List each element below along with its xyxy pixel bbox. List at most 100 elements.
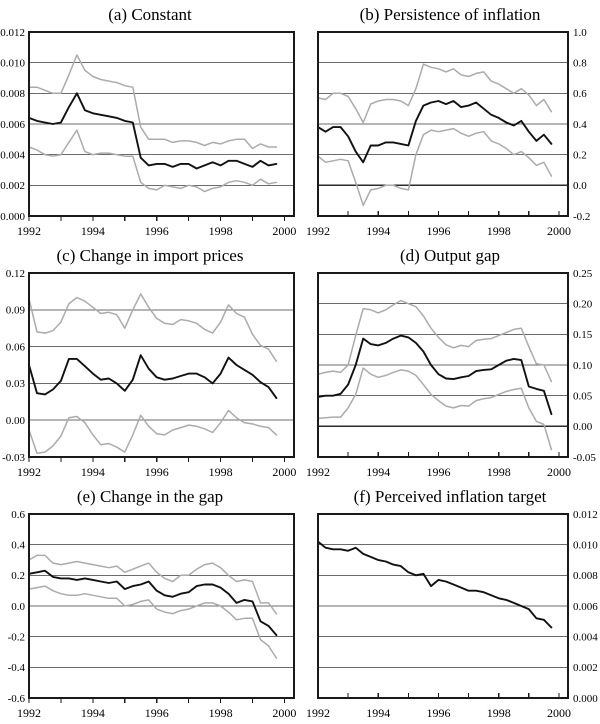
x-tick-label: 1992 — [17, 465, 41, 479]
panel-a: (a) Constant 0.000 0.002 0.004 0.006 0.008 0.… — [0, 3, 300, 241]
panel-f: (f) Perceived inflation target 0.000 0.00… — [300, 485, 600, 723]
x-tick-label: 1998 — [487, 706, 511, 720]
y-tick-label: 0.10 — [573, 360, 593, 372]
chart-canvas: -0.05 0.00 0.05 0.10 0.15 0.20 0.25 1992 1994 199… — [306, 268, 596, 479]
y-tick-label: 0.000 — [0, 211, 25, 223]
y-tick-label: 0.12 — [6, 268, 25, 280]
y-tick-label: 0.006 — [0, 119, 25, 131]
series-band — [28, 54, 278, 150]
panel-b-plot: -0.2 0.0 0.2 0.4 0.6 0.8 1.0 1992 1994 1996 1998 20… — [300, 27, 600, 241]
x-tick-label: 1992 — [306, 224, 330, 238]
series-band — [317, 127, 553, 207]
x-tick-label: 1996 — [145, 706, 169, 720]
y-tick-label: 0.008 — [573, 570, 598, 582]
y-tick-label: 0.25 — [573, 268, 593, 280]
panel-f-plot: 0.000 0.002 0.004 0.006 0.008 0.010 0.012 1992 1… — [300, 509, 600, 723]
y-tick-label: 0.2 — [11, 570, 25, 582]
series-band — [28, 293, 278, 363]
y-tick-label: 0.010 — [573, 540, 598, 552]
x-tick-label: 2000 — [272, 706, 296, 720]
chart-canvas: -0.6 -0.4 -0.2 0.0 0.2 0.4 0.6 1992 1994 1996 1998… — [8, 509, 297, 720]
y-tick-label: 0.002 — [573, 662, 598, 674]
panel-b-title: (b) Persistence of inflation — [359, 5, 541, 24]
panel-b: (b) Persistence of inflation -0.2 0.0 0.2 0… — [300, 3, 600, 241]
x-tick-label: 2000 — [272, 224, 296, 238]
x-tick-label: 1996 — [427, 706, 451, 720]
x-tick-label: 1998 — [487, 465, 511, 479]
series-band — [28, 409, 278, 455]
series-band — [317, 367, 553, 451]
x-tick-label: 1994 — [81, 224, 105, 238]
panel-e-plot: -0.6 -0.4 -0.2 0.0 0.2 0.4 0.6 1992 1994 1996 1998… — [0, 509, 300, 723]
y-tick-label: 0.004 — [573, 632, 598, 644]
series-band — [317, 63, 553, 124]
y-tick-label: 0.008 — [0, 88, 25, 100]
y-tick-label: 0.2 — [573, 150, 587, 162]
x-tick-label: 1992 — [306, 706, 330, 720]
x-tick-label: 1992 — [17, 706, 41, 720]
x-tick-label: 1996 — [427, 224, 451, 238]
panel-d-plot: -0.05 0.00 0.05 0.10 0.15 0.20 0.25 1992 1994 199… — [300, 268, 600, 482]
panel-c: (c) Change in import prices -0.03 0.00 0.0… — [0, 244, 300, 482]
y-tick-label: 0.4 — [11, 540, 25, 552]
x-tick-label: 1998 — [209, 224, 233, 238]
x-tick-label: 2000 — [547, 706, 571, 720]
panel-d-title: (d) Output gap — [399, 246, 501, 265]
y-tick-label: 0.002 — [0, 180, 25, 192]
chart-canvas: -0.2 0.0 0.2 0.4 0.6 0.8 1.0 1992 1994 1996 1998 20… — [306, 27, 590, 238]
x-tick-label: 1998 — [487, 224, 511, 238]
y-tick-label: 0.09 — [6, 305, 26, 317]
panel-f-title: (f) Perceived inflation target — [353, 487, 547, 506]
y-tick-label: 0.0 — [573, 180, 587, 192]
x-tick-label: 1996 — [145, 224, 169, 238]
y-tick-label: 0.012 — [0, 27, 25, 39]
y-tick-label: -0.05 — [573, 452, 596, 464]
series-estimate — [317, 540, 553, 629]
x-tick-label: 1998 — [209, 465, 233, 479]
series-estimate — [28, 569, 278, 637]
y-tick-label: 0.6 — [11, 509, 25, 521]
plot-border — [28, 513, 295, 699]
x-tick-label: 2000 — [547, 465, 571, 479]
y-tick-label: 0.000 — [573, 693, 598, 705]
x-tick-label: 1992 — [306, 465, 330, 479]
plot-border — [317, 31, 569, 217]
y-tick-label: 0.00 — [6, 415, 26, 427]
series-estimate — [317, 100, 553, 164]
x-tick-label: 1994 — [366, 224, 390, 238]
x-tick-label: 1994 — [81, 465, 105, 479]
y-tick-label: 0.0 — [11, 601, 25, 613]
y-tick-label: 0.20 — [573, 299, 593, 311]
panel-a-title: (a) Constant — [108, 5, 192, 24]
panel-d: (d) Output gap -0.05 0.00 0.05 0.10 0.15 0.20… — [300, 244, 600, 482]
series-band — [28, 585, 278, 659]
y-tick-label: -0.2 — [8, 632, 25, 644]
y-tick-label: 0.05 — [573, 391, 593, 403]
x-tick-label: 1994 — [366, 465, 390, 479]
chart-canvas: 0.000 0.002 0.004 0.006 0.008 0.010 0.012 1992 1… — [0, 27, 296, 238]
panel-c-title: (c) Change in import prices — [56, 246, 244, 265]
y-tick-label: -0.2 — [573, 211, 590, 223]
y-tick-label: -0.03 — [2, 452, 25, 464]
plot-border — [28, 272, 295, 458]
x-tick-label: 1992 — [17, 224, 41, 238]
panel-e-title: (e) Change in the gap — [76, 487, 224, 506]
x-tick-label: 1996 — [145, 465, 169, 479]
series-band — [28, 554, 278, 615]
y-tick-label: 0.4 — [573, 119, 587, 131]
y-tick-label: 0.010 — [0, 58, 25, 70]
plot-border — [317, 513, 569, 699]
y-tick-label: 0.012 — [573, 509, 598, 521]
x-tick-label: 1996 — [427, 465, 451, 479]
y-tick-label: -0.6 — [8, 693, 26, 705]
y-tick-label: 0.6 — [573, 88, 587, 100]
panel-e: (e) Change in the gap -0.6 -0.4 -0.2 0.0 0.2… — [0, 485, 300, 723]
series-band — [28, 129, 278, 193]
series-estimate — [317, 334, 553, 416]
panel-c-plot: -0.03 0.00 0.03 0.06 0.09 0.12 1992 1994 1996 199… — [0, 268, 300, 482]
plot-border — [28, 31, 295, 217]
x-tick-label: 2000 — [547, 224, 571, 238]
y-tick-label: 0.006 — [573, 601, 598, 613]
panel-a-plot: 0.000 0.002 0.004 0.006 0.008 0.010 0.012 1992 1… — [0, 27, 300, 241]
